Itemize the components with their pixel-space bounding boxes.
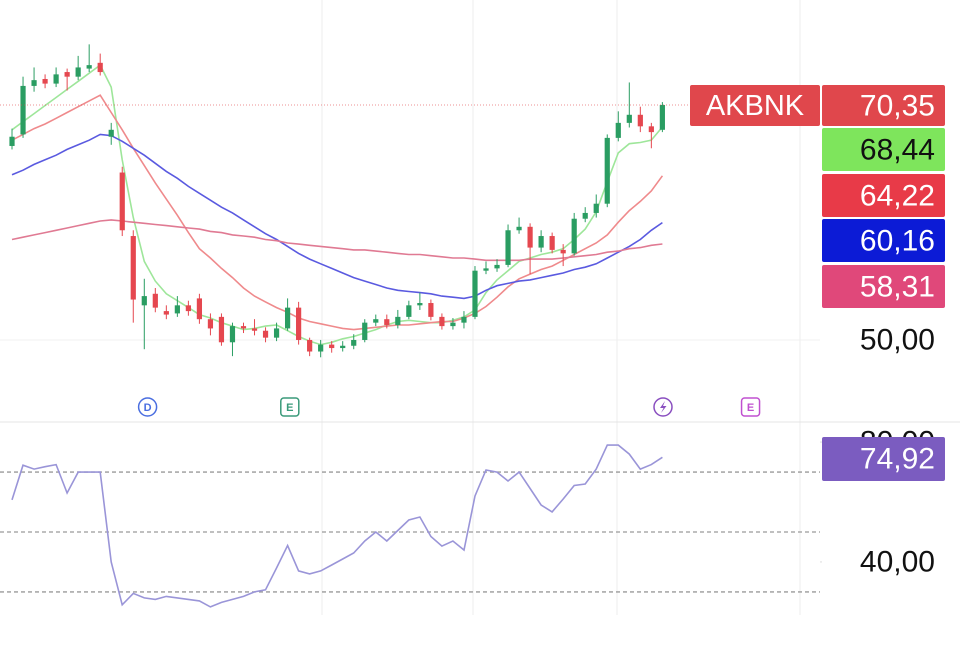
- candle-body: [593, 203, 599, 213]
- event-label: D: [144, 402, 152, 414]
- candle-body: [218, 316, 225, 343]
- event-label: E: [286, 402, 293, 414]
- event-marker: E: [280, 397, 300, 417]
- candle-body: [461, 316, 467, 323]
- candle-body: [284, 307, 291, 329]
- candle-body: [64, 72, 70, 77]
- candle-body: [174, 305, 180, 314]
- candle-body: [196, 298, 203, 320]
- lightning-circle: [653, 397, 673, 417]
- ma-label: 60,16: [860, 225, 935, 258]
- candle-body: [505, 230, 511, 265]
- candle-body: [329, 344, 335, 349]
- candle-body: [163, 311, 169, 315]
- candle-body: [262, 330, 269, 338]
- candle-body: [604, 137, 610, 204]
- event-marker: E: [740, 397, 761, 417]
- candle-body: [9, 136, 15, 146]
- candle-body: [119, 172, 125, 231]
- candle-body: [659, 104, 665, 130]
- ma-line: [11, 219, 663, 262]
- ma-label-box: [822, 128, 945, 171]
- candle-body: [86, 65, 92, 69]
- candle-body: [373, 319, 379, 323]
- rsi-label: 74,92: [860, 443, 935, 476]
- ma-label-box: [822, 174, 945, 217]
- candle-body: [637, 114, 643, 127]
- candle-body: [207, 319, 214, 329]
- candle-body: [483, 268, 489, 271]
- candle-body: [273, 328, 280, 338]
- candle-body: [571, 218, 577, 254]
- candle-body: [130, 236, 136, 300]
- ma-line: [11, 63, 664, 346]
- candle-body: [141, 296, 147, 306]
- candle-body: [318, 344, 324, 352]
- lightning-marker: [653, 397, 673, 417]
- candle-body: [362, 322, 368, 340]
- candle-body: [251, 328, 258, 331]
- event-marker: D: [137, 397, 158, 417]
- ma-line: [11, 133, 663, 300]
- candle-body: [494, 264, 500, 269]
- candle-body: [450, 322, 456, 327]
- candle-body: [428, 303, 434, 317]
- event-shape: [740, 397, 761, 417]
- candle-body: [296, 307, 302, 340]
- candle-body: [406, 305, 412, 317]
- candle-body: [108, 129, 114, 137]
- event-shape: [280, 397, 300, 417]
- candle-body: [472, 270, 478, 317]
- candle-body: [439, 316, 445, 327]
- candle-body: [615, 122, 621, 138]
- rsi-line: [11, 444, 663, 608]
- candle-body: [97, 62, 103, 73]
- candle-body: [307, 339, 313, 352]
- candle-body: [240, 326, 247, 329]
- ma-line: [11, 94, 664, 331]
- candle-body: [395, 316, 401, 325]
- candle-body: [152, 293, 158, 308]
- event-label: E: [747, 402, 754, 414]
- rsi-label-box: [822, 437, 945, 481]
- candle-body: [31, 80, 37, 86]
- price-box: [822, 85, 945, 126]
- price-label: 70,35: [860, 90, 935, 123]
- event-shape: [137, 397, 158, 417]
- candle-body: [560, 249, 566, 254]
- candle-body: [75, 67, 81, 77]
- candle-body: [384, 319, 390, 325]
- candle-body: [538, 236, 544, 248]
- ticker-label: AKBNK: [706, 90, 805, 122]
- lightning-icon: [660, 401, 667, 413]
- y-tick-label: 40,00: [860, 545, 935, 578]
- candle-body: [549, 236, 555, 250]
- y-tick-label: 50,00: [860, 323, 935, 356]
- candle-body: [351, 339, 357, 346]
- ma-label-box: [822, 265, 945, 308]
- candle-body: [340, 345, 346, 349]
- candle-body: [185, 305, 191, 312]
- candle-body: [42, 78, 48, 84]
- candle-body: [417, 303, 423, 306]
- ticker-box: [690, 85, 820, 126]
- candle-body: [229, 326, 236, 343]
- candle-body: [516, 226, 522, 231]
- candle-body: [53, 74, 59, 84]
- ma-label: 64,22: [860, 180, 935, 213]
- candle-body: [648, 126, 654, 133]
- candle-body: [582, 212, 588, 219]
- candle-body: [20, 85, 26, 135]
- candle-body: [527, 226, 533, 248]
- ma-label: 68,44: [860, 134, 935, 167]
- ma-label: 58,31: [860, 271, 935, 304]
- candle-body: [626, 114, 632, 123]
- ma-label-box: [822, 219, 945, 262]
